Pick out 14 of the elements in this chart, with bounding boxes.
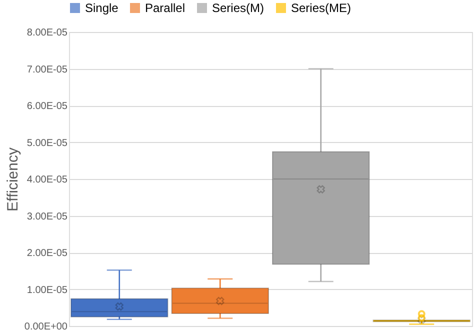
y-tick-label: 2.00E-05 bbox=[26, 248, 68, 259]
legend-label: Parallel bbox=[145, 1, 186, 15]
y-tick-label: 6.00E-05 bbox=[26, 101, 68, 112]
y-tick-label: 0.00E+00 bbox=[24, 322, 68, 332]
y-tick-label: 1.00E-05 bbox=[26, 284, 68, 296]
legend-label: Single bbox=[85, 1, 119, 15]
y-tick-label: 8.00E-05 bbox=[26, 28, 68, 38]
y-tick-label: 4.00E-05 bbox=[26, 174, 68, 186]
legend-label: Series(M) bbox=[212, 1, 264, 15]
legend-label: Series(ME) bbox=[291, 1, 352, 15]
y-axis-title: Efficiency bbox=[4, 147, 22, 212]
y-tick-label: 3.00E-05 bbox=[26, 211, 68, 222]
y-tick-label: 5.00E-05 bbox=[26, 138, 68, 149]
y-tick-label: 7.00E-05 bbox=[26, 64, 68, 76]
